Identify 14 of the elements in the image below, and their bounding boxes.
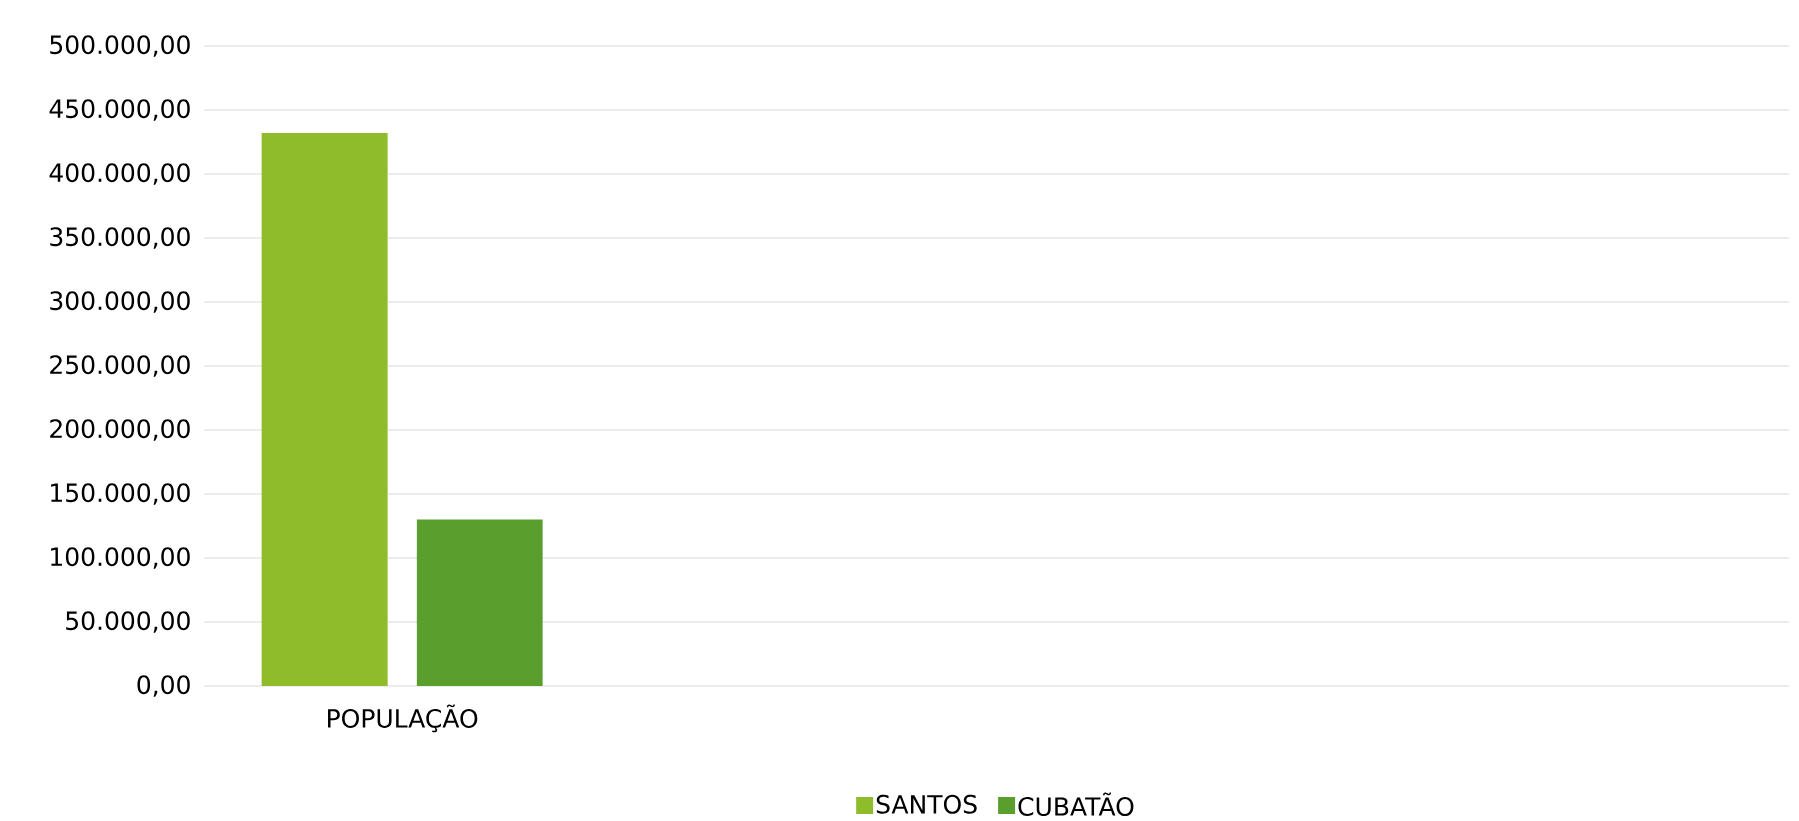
x-tick-label: POPULAÇÃO (328, 704, 478, 733)
y-tick-label: 350.000,00 (50, 227, 190, 249)
y-tick-label: 500.000,00 (50, 35, 190, 57)
y-tick-label: 450.000,00 (49, 99, 190, 121)
y-tick-label: 0,00 (137, 675, 190, 697)
y-tick-label: 250.000,00 (50, 355, 190, 377)
y-tick-label: 150.000,00 (51, 483, 190, 505)
legend-label: CUBATÃO (1018, 792, 1134, 816)
legend-label: SANTOS (876, 794, 977, 814)
y-tick-label: 400.000,00 (49, 163, 190, 185)
y-tick-label: 50.000,00 (66, 611, 190, 633)
y-tick-label: 200.000,00 (50, 419, 190, 441)
y-tick-label: 300.000,00 (50, 291, 190, 313)
y-tick-label: 100.000,00 (51, 547, 190, 569)
